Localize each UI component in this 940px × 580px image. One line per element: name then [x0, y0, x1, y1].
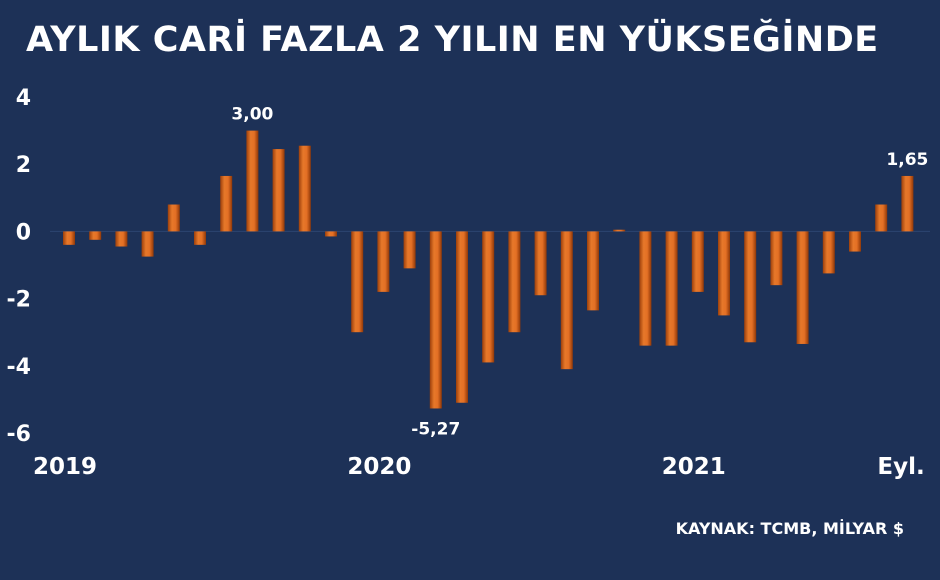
bar: [325, 231, 337, 237]
data-label: -5,27: [411, 419, 460, 439]
bar: [456, 231, 468, 403]
y-tick-label: 2: [16, 153, 31, 178]
y-tick-label: -4: [7, 355, 31, 380]
bar: [403, 231, 416, 269]
bar: [875, 204, 888, 232]
bar: [770, 231, 783, 286]
data-label: 1,65: [886, 150, 928, 170]
bar: [796, 231, 809, 344]
bar: [534, 231, 547, 296]
bar: [639, 231, 652, 346]
x-axis-label: 2021: [662, 454, 726, 480]
y-tick-label: 4: [16, 86, 31, 111]
bar: [377, 231, 390, 292]
y-tick-label: 0: [16, 220, 31, 245]
x-axis: 2019 2020 2021 Eyl.: [33, 454, 925, 480]
chart-title: AYLIK CARİ FAZLA 2 YILIN EN YÜKSEĞİNDE: [26, 20, 879, 60]
bar-series: [63, 130, 914, 409]
x-axis-label: 2020: [347, 454, 411, 480]
y-axis: 4 2 0 -2 -4 -6: [7, 86, 31, 447]
bar: [220, 175, 233, 232]
bar: [141, 231, 154, 257]
bar: [89, 231, 102, 240]
bar: [194, 231, 206, 245]
bar: [298, 145, 311, 232]
y-tick-label: -2: [7, 288, 31, 313]
y-tick-label: -6: [7, 422, 31, 447]
bar: [691, 231, 704, 292]
bar: [63, 231, 75, 245]
data-label: 3,00: [231, 105, 273, 125]
bar: [901, 175, 914, 232]
bar: [246, 130, 259, 232]
bar: [587, 231, 599, 311]
x-axis-label: Eyl.: [877, 454, 924, 480]
bar: [744, 231, 757, 343]
bar: [482, 231, 495, 363]
bar: [272, 149, 285, 232]
bar: [560, 231, 573, 370]
bar: [822, 231, 835, 274]
bar: [167, 204, 180, 232]
data-labels: 3,00 -5,27 1,65: [231, 105, 928, 440]
bar: [665, 231, 678, 346]
x-axis-label: 2019: [33, 454, 97, 480]
bar: [849, 231, 861, 252]
bar: [718, 231, 730, 316]
bar: [508, 231, 521, 333]
bar: [351, 231, 364, 333]
source-note: KAYNAK: TCMB, MİLYAR $: [675, 519, 904, 538]
bar: [429, 231, 442, 409]
bar: [115, 231, 128, 247]
bar: [613, 229, 626, 232]
